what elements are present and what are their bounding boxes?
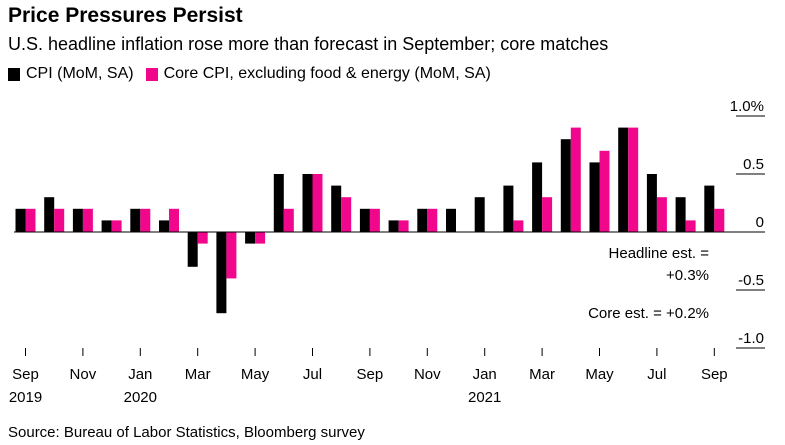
x-tick-year-8: 2021 bbox=[468, 389, 501, 406]
x-tick-label-4: May bbox=[241, 366, 270, 383]
cpi-bar-2 bbox=[72, 208, 83, 232]
cpi-bar-5 bbox=[159, 220, 169, 232]
cpi-bar-16 bbox=[474, 197, 485, 232]
annotations: Headline est. = +0.3% Core est. = +0.2% bbox=[588, 245, 709, 322]
cpi-bar-6 bbox=[187, 232, 198, 267]
legend-label-cpi: CPI (MoM, SA) bbox=[26, 65, 134, 82]
cpi-bar-11 bbox=[331, 185, 342, 232]
core-bar-5 bbox=[169, 208, 179, 232]
x-tick-label-1: Nov bbox=[70, 366, 97, 383]
core-bar-1 bbox=[54, 208, 65, 232]
cpi-bar-9 bbox=[273, 174, 284, 232]
legend-item-cpi: CPI (MoM, SA) bbox=[8, 65, 134, 83]
x-tick-label-0: Sep bbox=[12, 366, 39, 383]
chart-title: Price Pressures Persist bbox=[8, 4, 243, 27]
x-tick-label-6: Sep bbox=[357, 366, 384, 383]
core-bar-14 bbox=[427, 208, 438, 232]
cpi-bar-14 bbox=[417, 208, 428, 232]
core-bar-24 bbox=[714, 208, 725, 232]
chart-subtitle: U.S. headline inflation rose more than f… bbox=[8, 34, 609, 54]
x-tick-year-2: 2020 bbox=[124, 389, 157, 406]
y-tick-label-3: -0.5 bbox=[738, 272, 764, 289]
cpi-bar-17 bbox=[503, 185, 514, 232]
x-tick-label-3: Mar bbox=[185, 366, 211, 383]
cpi-bar-10 bbox=[302, 174, 313, 232]
y-tick-label-1: 0.5 bbox=[743, 156, 764, 173]
core-bar-18 bbox=[542, 197, 553, 232]
x-axis: Sep 2019 Nov Jan 2020 Mar May Jul Sep Nov Jan 2021 M… bbox=[9, 348, 728, 406]
cpi-bar-22 bbox=[646, 174, 657, 232]
x-tick-label-7: Nov bbox=[414, 366, 441, 383]
cpi-bar-1 bbox=[44, 197, 55, 232]
cpi-bar-12 bbox=[359, 208, 370, 232]
x-tick-label-11: Jul bbox=[647, 366, 666, 383]
bars-group bbox=[15, 127, 725, 314]
core-bar-23 bbox=[685, 220, 696, 232]
legend: CPI (MoM, SA) Core CPI, excluding food &… bbox=[8, 65, 491, 83]
core-bar-7 bbox=[226, 232, 237, 279]
core-bar-22 bbox=[656, 197, 667, 232]
core-bar-12 bbox=[369, 208, 380, 232]
core-bar-19 bbox=[570, 127, 581, 232]
y-tick-label-4: -1.0 bbox=[738, 330, 764, 347]
cpi-bar-8 bbox=[245, 232, 256, 244]
core-bar-3 bbox=[111, 220, 122, 232]
cpi-bar-23 bbox=[675, 197, 686, 232]
source-note: Source: Bureau of Labor Statistics, Bloo… bbox=[8, 424, 365, 441]
legend-swatch-core bbox=[145, 67, 158, 81]
cpi-bar-24 bbox=[704, 185, 715, 232]
annotation-1-line-0: Core est. = +0.2% bbox=[588, 305, 709, 322]
core-bar-2 bbox=[82, 208, 93, 232]
cpi-bar-3 bbox=[101, 220, 112, 232]
annotation-0-line-1: +0.3% bbox=[666, 267, 709, 284]
core-bar-10 bbox=[312, 174, 323, 232]
cpi-bar-4 bbox=[130, 208, 141, 232]
y-tick-label-2: 0 bbox=[756, 214, 764, 231]
x-tick-label-5: Jul bbox=[303, 366, 322, 383]
core-bar-17 bbox=[513, 220, 524, 232]
x-tick-label-10: May bbox=[585, 366, 614, 383]
cpi-bar-0 bbox=[15, 208, 26, 232]
legend-label-core: Core CPI, excluding food & energy (MoM, … bbox=[163, 65, 491, 82]
core-bar-11 bbox=[341, 197, 352, 232]
y-axis: 1.0% 0.5 0 -0.5 -1.0 bbox=[730, 98, 765, 349]
x-tick-label-12: Sep bbox=[701, 366, 728, 383]
x-tick-label-8: Jan bbox=[473, 366, 497, 383]
x-tick-year-0: 2019 bbox=[9, 389, 42, 406]
cpi-bar-20 bbox=[589, 162, 600, 232]
core-bar-9 bbox=[283, 208, 294, 232]
cpi-bar-21 bbox=[618, 127, 629, 232]
core-bar-6 bbox=[197, 232, 208, 244]
x-tick-label-9: Mar bbox=[529, 366, 555, 383]
legend-swatch-cpi bbox=[8, 67, 20, 81]
cpi-bar-15 bbox=[446, 208, 456, 232]
core-bar-13 bbox=[398, 220, 409, 232]
cpi-bar-13 bbox=[388, 220, 399, 232]
core-bar-8 bbox=[255, 232, 266, 244]
annotation-0-line-0: Headline est. = bbox=[609, 245, 710, 262]
core-bar-4 bbox=[140, 208, 151, 232]
core-bar-0 bbox=[25, 208, 36, 232]
cpi-bar-18 bbox=[532, 162, 543, 232]
core-bar-21 bbox=[628, 127, 639, 232]
cpi-bar-7 bbox=[216, 232, 227, 314]
cpi-bar-19 bbox=[560, 139, 571, 232]
y-tick-label-0: 1.0% bbox=[730, 98, 764, 115]
core-bar-20 bbox=[599, 150, 610, 232]
legend-item-core: Core CPI, excluding food & energy (MoM, … bbox=[145, 65, 491, 83]
x-tick-label-2: Jan bbox=[128, 366, 152, 383]
